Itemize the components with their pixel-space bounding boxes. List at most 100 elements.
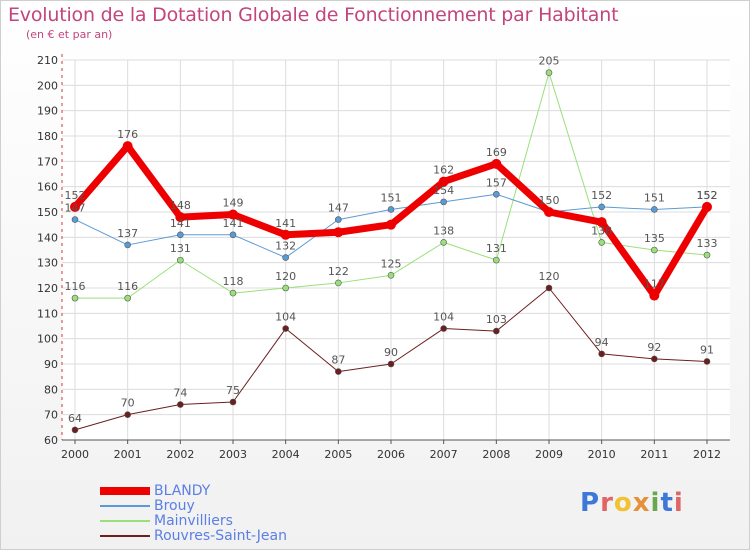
data-label: 131 xyxy=(486,242,507,255)
data-point xyxy=(387,360,395,368)
data-point xyxy=(651,355,658,363)
x-tick-label: 2008 xyxy=(482,448,510,461)
legend-label: Rouvres-Saint-Jean xyxy=(154,528,287,544)
data-point xyxy=(124,294,131,302)
data-point xyxy=(545,69,553,76)
x-tick-label: 2011 xyxy=(640,448,668,461)
legend-label: Mainvilliers xyxy=(154,513,233,529)
y-tick-label: 210 xyxy=(37,54,58,67)
y-tick-label: 140 xyxy=(37,231,58,244)
data-point xyxy=(598,239,605,246)
data-label: 116 xyxy=(65,280,86,293)
data-label: 152 xyxy=(697,189,718,202)
data-label: 103 xyxy=(486,313,507,326)
y-tick-label: 70 xyxy=(44,409,58,422)
data-point xyxy=(440,239,447,246)
data-point xyxy=(71,426,79,434)
y-tick-label: 180 xyxy=(37,130,58,143)
data-point xyxy=(122,141,133,152)
y-tick-label: 130 xyxy=(37,257,58,270)
data-point xyxy=(493,190,500,198)
x-tick-label: 2007 xyxy=(430,448,458,461)
data-label: 205 xyxy=(539,55,560,68)
data-point xyxy=(282,284,289,292)
x-tick-label: 2001 xyxy=(114,448,142,461)
y-tick-label: 90 xyxy=(44,358,58,371)
data-point xyxy=(71,216,79,223)
data-label: 135 xyxy=(644,232,665,245)
data-point xyxy=(333,227,344,238)
legend-label: BLANDY xyxy=(154,483,211,499)
data-point xyxy=(228,209,238,220)
logo-letter: o xyxy=(613,488,633,518)
data-label: 75 xyxy=(226,384,240,397)
x-tick-label: 2012 xyxy=(693,448,721,461)
data-label: 141 xyxy=(170,217,191,230)
data-label: 90 xyxy=(384,346,398,359)
data-label: 162 xyxy=(433,164,454,177)
data-point xyxy=(387,272,395,279)
x-tick-label: 2005 xyxy=(324,448,352,461)
y-tick-label: 200 xyxy=(37,79,58,92)
data-label: 147 xyxy=(65,202,86,215)
data-point xyxy=(229,398,237,406)
data-point xyxy=(229,289,237,297)
x-tick-label: 2009 xyxy=(535,448,563,461)
data-point xyxy=(702,201,712,212)
data-label: 87 xyxy=(331,354,345,367)
data-point xyxy=(703,251,711,259)
data-point xyxy=(71,294,79,302)
data-point xyxy=(545,284,553,292)
logo-letter: i xyxy=(673,488,684,518)
data-label: 74 xyxy=(173,387,187,400)
data-point xyxy=(491,158,502,169)
y-tick-label: 100 xyxy=(37,333,58,346)
data-point xyxy=(703,358,711,365)
y-tick-label: 170 xyxy=(37,155,58,168)
data-label: 118 xyxy=(223,275,244,288)
plot-area xyxy=(62,60,730,440)
data-point xyxy=(229,231,237,239)
y-tick-label: 120 xyxy=(37,282,58,295)
data-label: 104 xyxy=(433,311,454,324)
data-label: 132 xyxy=(275,240,296,253)
y-tick-label: 150 xyxy=(37,206,58,219)
y-tick-label: 80 xyxy=(44,383,58,396)
data-point xyxy=(651,246,658,254)
data-label: 92 xyxy=(647,341,661,354)
data-point xyxy=(282,325,289,332)
y-tick-label: 110 xyxy=(37,307,58,320)
data-point xyxy=(493,327,500,335)
data-label: 91 xyxy=(700,343,714,356)
chart-subtitle: (en € et par an) xyxy=(26,28,113,41)
logo-letter: P xyxy=(580,488,601,518)
data-point xyxy=(280,229,291,240)
x-tick-label: 2004 xyxy=(272,448,300,461)
data-label: 133 xyxy=(697,237,718,250)
x-tick-label: 2002 xyxy=(166,448,194,461)
data-point xyxy=(598,350,605,358)
data-point xyxy=(335,279,342,287)
y-tick-label: 60 xyxy=(44,434,58,447)
data-point xyxy=(651,206,658,213)
data-point xyxy=(438,176,449,187)
data-point xyxy=(493,256,500,264)
logo-letter: r xyxy=(600,488,614,518)
data-label: 169 xyxy=(486,146,507,159)
data-label: 149 xyxy=(223,197,244,210)
data-label: 64 xyxy=(68,412,82,425)
data-point xyxy=(124,241,131,249)
data-point xyxy=(335,368,342,375)
data-point xyxy=(440,325,447,332)
data-label: 122 xyxy=(328,265,349,278)
data-point xyxy=(70,201,80,212)
data-label: 131 xyxy=(170,242,191,255)
chart-title: Evolution de la Dotation Globale de Fonc… xyxy=(8,4,619,26)
data-label: 138 xyxy=(591,224,612,237)
data-label: 154 xyxy=(433,184,454,197)
data-point xyxy=(177,256,184,264)
x-tick-label: 2006 xyxy=(377,448,405,461)
data-point xyxy=(649,290,660,301)
data-label: 125 xyxy=(381,257,402,270)
